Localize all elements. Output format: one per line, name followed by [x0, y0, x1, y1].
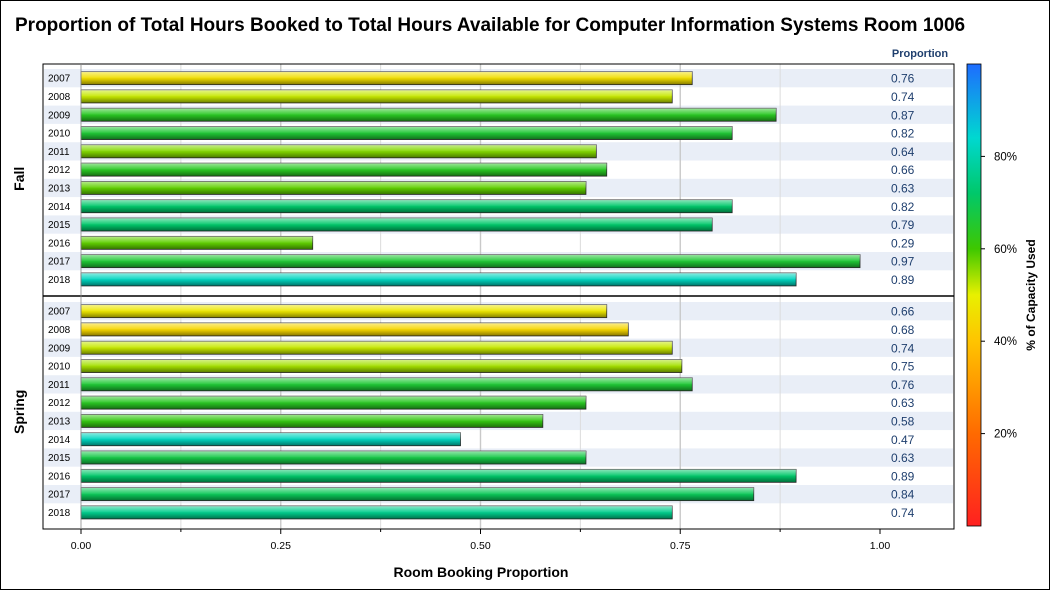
value-label: 0.82 [891, 200, 915, 214]
category-label: 2016 [48, 238, 71, 249]
colorbar-tick-label: 20% [994, 429, 1017, 441]
value-label: 0.58 [891, 414, 915, 428]
bar-shading [81, 71, 693, 85]
x-tick-label: 0.75 [670, 540, 691, 552]
bar-shading [81, 144, 597, 158]
category-label: 2014 [48, 202, 71, 213]
bar-shading [81, 322, 629, 336]
bar-shading [81, 304, 607, 318]
category-label: 2016 [48, 471, 71, 482]
value-label: 0.63 [891, 451, 915, 465]
category-label: 2012 [48, 398, 71, 409]
value-label: 0.74 [891, 90, 915, 104]
category-label: 2013 [48, 416, 71, 427]
bar-shading [81, 414, 543, 428]
bar-shading [81, 254, 861, 268]
category-label: 2017 [48, 490, 71, 501]
value-label: 0.74 [891, 341, 915, 355]
category-label: 2013 [48, 183, 71, 194]
value-label: 0.47 [891, 433, 915, 447]
value-label: 0.76 [891, 72, 915, 86]
category-label: 2008 [48, 92, 71, 103]
bar-shading [81, 236, 313, 250]
category-label: 2018 [48, 275, 71, 286]
colorbar-title: % of Capacity Used [1024, 239, 1038, 350]
value-column-header: Proportion [892, 48, 948, 60]
bar-shading [81, 377, 693, 391]
bar-shading [81, 108, 777, 122]
value-label: 0.75 [891, 360, 915, 374]
bar-shading [81, 163, 607, 177]
category-label: 2011 [48, 147, 70, 158]
category-label: 2012 [48, 165, 71, 176]
bar-shading [81, 396, 586, 410]
category-label: 2015 [48, 453, 71, 464]
category-label: 2015 [48, 220, 71, 231]
chart-title: Proportion of Total Hours Booked to Tota… [15, 15, 965, 36]
bar-shading [81, 218, 713, 232]
bar-shading [81, 469, 797, 483]
category-label: 2010 [48, 129, 71, 140]
bar-shading [81, 199, 733, 213]
colorbar-tick-label: 40% [994, 336, 1017, 348]
value-label: 0.84 [891, 488, 915, 502]
x-tick-label: 0.25 [271, 540, 292, 552]
bar-shading [81, 359, 682, 373]
value-label: 0.79 [891, 218, 915, 232]
bar-shading [81, 432, 461, 446]
plot-area: 2007 0.76 2008 0.74 2009 0.87 2010 0.82 2011 0.64… [11, 63, 955, 552]
category-label: 2010 [48, 362, 71, 373]
colorbar-tick-label: 80% [994, 151, 1017, 163]
bar-shading [81, 181, 586, 195]
value-label: 0.63 [891, 181, 915, 195]
category-label: 2011 [48, 380, 70, 391]
x-tick-label: 0.50 [470, 540, 491, 552]
bar-shading [81, 487, 754, 501]
category-label: 2014 [48, 435, 71, 446]
panel-label: Spring [11, 390, 27, 434]
x-tick-label: 0.00 [71, 540, 92, 552]
value-label: 0.29 [891, 236, 915, 250]
colorbar-tick-label: 60% [994, 244, 1017, 256]
x-axis-label: Room Booking Proportion [394, 564, 569, 580]
category-label: 2007 [48, 74, 71, 85]
bar-shading [81, 341, 673, 355]
x-tick-label: 1.00 [870, 540, 891, 552]
category-label: 2018 [48, 508, 71, 519]
value-label: 0.89 [891, 273, 915, 287]
bar-shading [81, 272, 797, 286]
value-label: 0.89 [891, 469, 915, 483]
value-label: 0.74 [891, 506, 915, 520]
value-label: 0.87 [891, 108, 915, 122]
category-label: 2009 [48, 343, 71, 354]
value-label: 0.66 [891, 163, 915, 177]
colorbar-legend: % of Capacity Used 20% 40% 60% 80% [966, 63, 1038, 527]
value-label: 0.97 [891, 255, 915, 269]
value-label: 0.76 [891, 378, 915, 392]
bar-shading [81, 505, 673, 519]
value-label: 0.66 [891, 305, 915, 319]
category-label: 2007 [48, 307, 71, 318]
bar-shading [81, 89, 673, 103]
category-label: 2009 [48, 110, 71, 121]
value-label: 0.64 [891, 145, 915, 159]
value-label: 0.82 [891, 127, 915, 141]
value-label: 0.68 [891, 323, 915, 337]
bar-shading [81, 126, 733, 140]
category-label: 2017 [48, 257, 71, 268]
bar-shading [81, 451, 586, 465]
panel-label: Fall [11, 167, 27, 191]
category-label: 2008 [48, 325, 71, 336]
value-label: 0.63 [891, 396, 915, 410]
colorbar-gradient [966, 63, 982, 527]
